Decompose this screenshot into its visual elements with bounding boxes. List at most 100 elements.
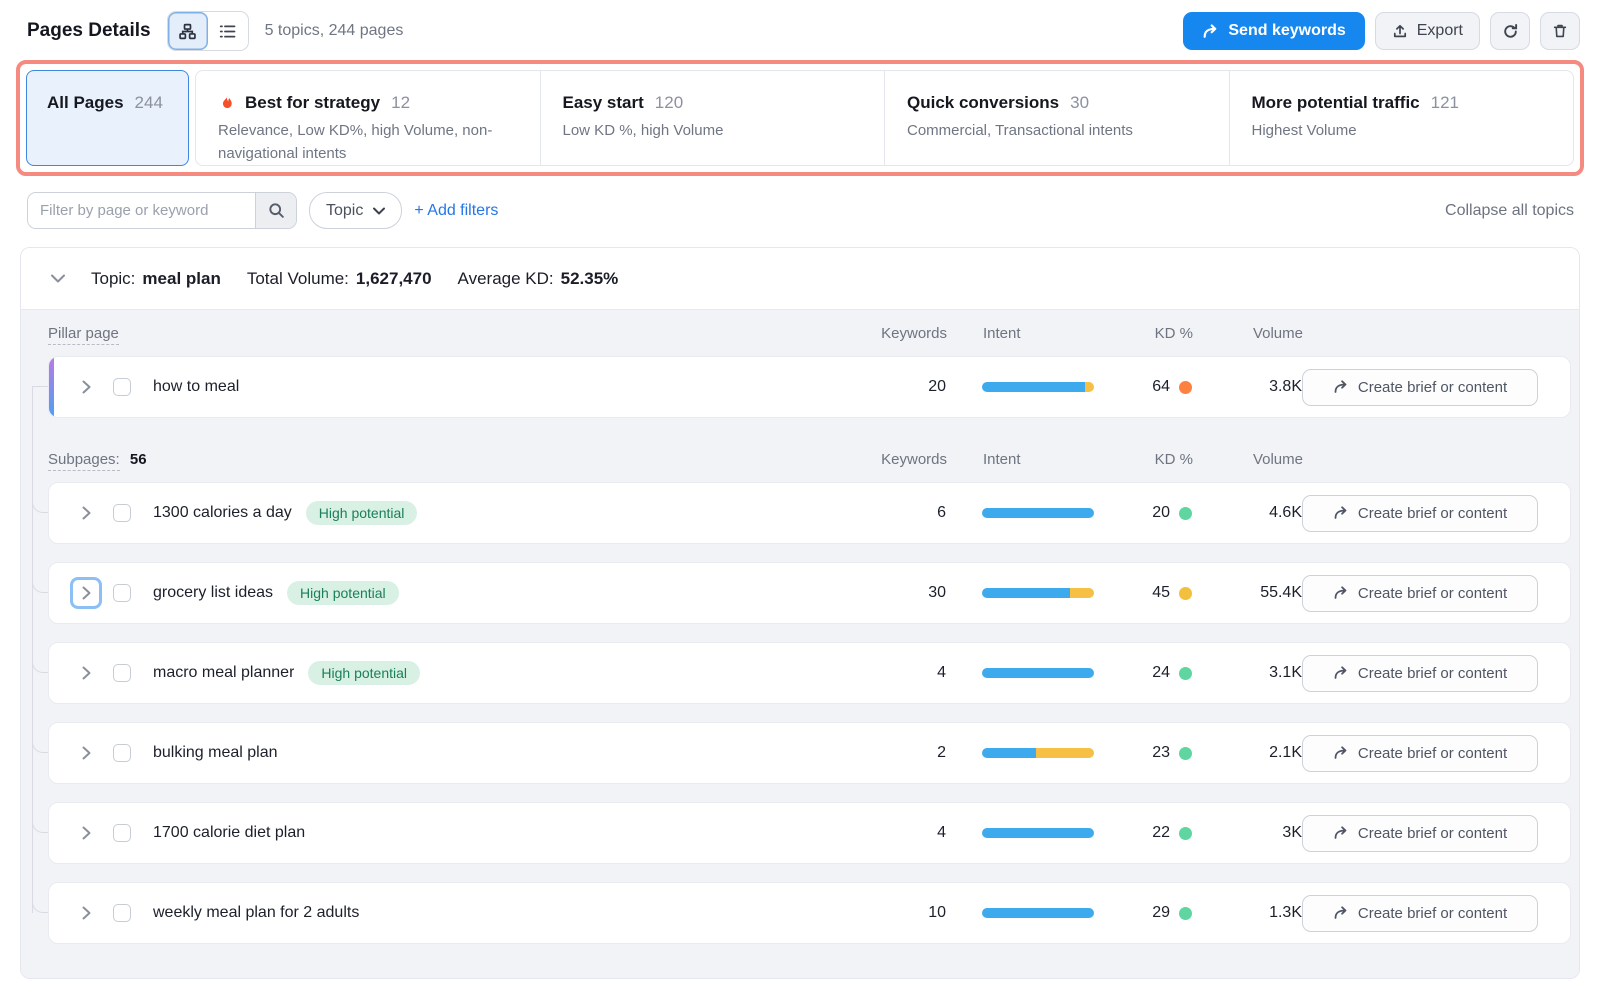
subpage-label: 1300 calories a day [153,504,292,522]
volume-value: 2.1K [1192,744,1302,762]
intent-segment-yellow [1085,382,1094,392]
table-row[interactable]: how to meal20643.8KCreate brief or conte… [48,356,1571,418]
topic-name: Topic:meal plan [91,269,221,289]
subpages-count: 56 [130,451,147,468]
intent-bar [982,382,1094,392]
expand-row-chevron[interactable] [73,900,99,926]
row-checkbox[interactable] [113,664,131,682]
add-filters-link[interactable]: + Add filters [414,202,498,220]
row-checkbox[interactable] [113,744,131,762]
row-checkbox[interactable] [113,824,131,842]
create-brief-arrow-icon [1333,505,1349,521]
table-row[interactable]: weekly meal plan for 2 adults10291.3KCre… [48,882,1571,944]
create-brief-button[interactable]: Create brief or content [1302,895,1538,932]
subpage-label: grocery list ideas [153,584,273,602]
tab-more-potential-traffic[interactable]: More potential traffic 121 Highest Volum… [1229,71,1574,165]
create-brief-button[interactable]: Create brief or content [1302,575,1538,612]
collapse-all-topics-link[interactable]: Collapse all topics [1445,202,1574,220]
subpage-label: 1700 calorie diet plan [153,824,305,842]
tree-elbow [32,657,48,673]
filter-bar: Topic + Add filters Collapse all topics [27,192,1574,229]
chevron-right-icon [81,586,92,600]
table-row[interactable]: grocery list ideasHigh potential304555.4… [48,562,1571,624]
expand-row-chevron[interactable] [73,374,99,400]
expand-row-chevron[interactable] [73,500,99,526]
tree-elbow [32,737,48,753]
kd-difficulty-dot [1179,747,1192,760]
create-brief-button[interactable]: Create brief or content [1302,815,1538,852]
tab-all-pages[interactable]: All Pages 244 [26,70,189,166]
table-row[interactable]: 1300 calories a dayHigh potential6204.6K… [48,482,1571,544]
expand-row-chevron[interactable] [73,660,99,686]
create-brief-arrow-icon [1333,585,1349,601]
subpages-header-row: Subpages: 56 Keywords Intent KD % Volume [48,436,1571,482]
chevron-right-icon [81,746,92,760]
refresh-button[interactable] [1490,12,1530,50]
tab-quick-conversions[interactable]: Quick conversions 30 Commercial, Transac… [884,71,1229,165]
volume-value: 4.6K [1192,504,1302,522]
sitemap-icon [179,23,196,40]
tree-elbow [32,577,48,593]
intent-segment-blue [982,588,1070,598]
volume-value: 3.8K [1192,378,1302,396]
tab-easy-start[interactable]: Easy start 120 Low KD %, high Volume [540,71,885,165]
tab-best-for-strategy[interactable]: Best for strategy 12 Relevance, Low KD%,… [196,71,540,165]
kd-difficulty-dot [1179,907,1192,920]
create-brief-button[interactable]: Create brief or content [1302,735,1538,772]
search-button[interactable] [255,193,296,228]
pillar-page-column-header[interactable]: Pillar page [48,325,119,345]
intent-segment-yellow [1036,748,1094,758]
tree-line [32,387,33,913]
send-keywords-button[interactable]: Send keywords [1183,12,1364,50]
tree-view-button[interactable] [168,12,208,50]
create-brief-button[interactable]: Create brief or content [1302,655,1538,692]
chevron-right-icon [81,666,92,680]
chevron-down-icon [373,207,385,215]
collapse-topic-chevron-icon[interactable] [51,274,65,283]
keywords-count: 2 [866,744,946,762]
trash-icon [1552,23,1568,39]
create-brief-button[interactable]: Create brief or content [1302,495,1538,532]
table-row[interactable]: macro meal plannerHigh potential4243.1KC… [48,642,1571,704]
keywords-count: 4 [866,824,946,842]
expand-row-chevron[interactable] [73,740,99,766]
row-checkbox[interactable] [113,584,131,602]
kd-value: 20 [1152,504,1170,522]
expand-row-chevron[interactable] [73,820,99,846]
table-row[interactable]: 1700 calorie diet plan4223KCreate brief … [48,802,1571,864]
search-input[interactable] [28,193,255,228]
chevron-right-icon [81,826,92,840]
row-checkbox[interactable] [113,378,131,396]
create-brief-arrow-icon [1333,665,1349,681]
create-brief-arrow-icon [1333,379,1349,395]
view-toggle[interactable] [167,11,249,51]
delete-button[interactable] [1540,12,1580,50]
kd-difficulty-dot [1179,587,1192,600]
kd-difficulty-dot [1179,667,1192,680]
tree-stub [32,386,48,387]
intent-bar [982,908,1094,918]
kd-difficulty-dot [1179,827,1192,840]
table-row[interactable]: bulking meal plan2232.1KCreate brief or … [48,722,1571,784]
expand-row-chevron-highlighted[interactable] [73,580,99,606]
kd-cell: 24 [1102,664,1192,682]
tree-elbow [32,497,48,513]
volume-column-header: Volume [1193,325,1303,342]
intent-segment-blue [982,508,1094,518]
kd-cell: 29 [1102,904,1192,922]
keywords-count: 20 [866,378,946,396]
tabs-group: Best for strategy 12 Relevance, Low KD%,… [195,70,1574,166]
row-checkbox[interactable] [113,904,131,922]
export-button[interactable]: Export [1375,12,1480,50]
intent-segment-blue [982,382,1085,392]
create-brief-button[interactable]: Create brief or content [1302,369,1538,406]
subpages-column-header[interactable]: Subpages: [48,451,120,471]
topic-filter-dropdown[interactable]: Topic [309,192,402,229]
keywords-count: 6 [866,504,946,522]
keywords-count: 4 [866,664,946,682]
list-view-button[interactable] [208,12,248,50]
topic-header[interactable]: Topic:meal plan Total Volume:1,627,470 A… [21,248,1579,310]
intent-bar [982,748,1094,758]
intent-segment-blue [982,828,1094,838]
row-checkbox[interactable] [113,504,131,522]
